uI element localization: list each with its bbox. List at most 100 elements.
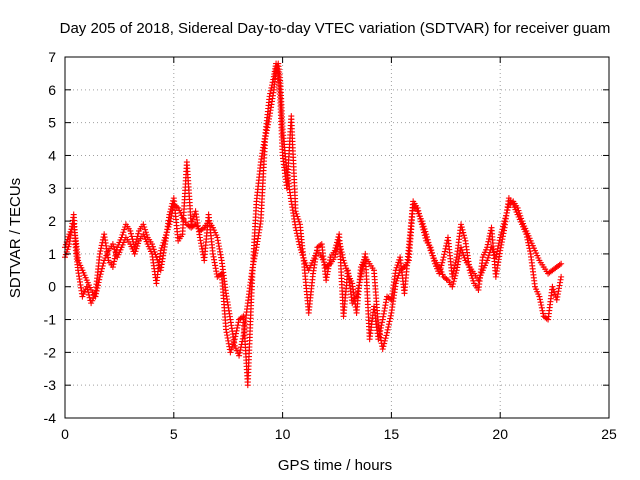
y-tick-label: 3: [48, 180, 56, 196]
chart-title: Day 205 of 2018, Sidereal Day-to-day VTE…: [60, 20, 611, 37]
data-point: [188, 221, 195, 228]
data-point: [331, 247, 338, 254]
data-point: [236, 349, 243, 356]
data-point: [150, 246, 157, 253]
data-point: [381, 340, 388, 347]
data-point: [154, 256, 161, 263]
data-point: [132, 241, 139, 248]
data-point: [484, 241, 491, 248]
data-point: [166, 211, 173, 218]
data-point: [140, 221, 147, 228]
data-point: [550, 286, 557, 293]
data-point: [379, 346, 386, 353]
data-point: [450, 280, 457, 287]
x-tick-label: 5: [170, 426, 178, 442]
data-point: [453, 257, 460, 264]
data-point: [461, 254, 468, 261]
x-tick-label: 20: [492, 426, 508, 442]
data-point: [523, 234, 530, 241]
data-point: [524, 236, 531, 243]
data-point: [551, 288, 558, 295]
data-point: [269, 82, 276, 89]
data-point: [430, 255, 437, 262]
data-point: [112, 252, 119, 259]
data-point: [523, 231, 530, 238]
data-point: [153, 254, 160, 261]
data-point: [189, 216, 196, 223]
data-point: [120, 229, 127, 236]
x-tick-label: 10: [275, 426, 291, 442]
y-tick-label: -1: [44, 312, 57, 328]
data-point: [110, 261, 117, 268]
data-point: [98, 245, 105, 252]
data-point: [414, 204, 421, 211]
data-point: [384, 326, 391, 333]
data-point: [113, 247, 120, 254]
data-point: [416, 213, 423, 220]
data-point: [133, 236, 140, 243]
data-point: [421, 232, 428, 239]
y-tick-label: -3: [44, 377, 57, 393]
data-point: [65, 243, 72, 250]
data-point: [83, 283, 90, 290]
x-tick-label: 25: [601, 426, 617, 442]
data-point: [449, 283, 456, 290]
data-point: [466, 267, 473, 274]
data-point: [294, 213, 301, 220]
data-point: [449, 273, 456, 280]
data-point: [381, 337, 388, 344]
data-point: [459, 226, 466, 233]
data-point: [538, 302, 545, 309]
data-point: [109, 241, 116, 248]
data-point: [128, 233, 135, 240]
data-point: [549, 283, 556, 290]
data-point: [427, 244, 434, 251]
x-axis-label: GPS time / hours: [278, 457, 392, 474]
data-point: [450, 268, 457, 275]
data-point: [417, 215, 424, 222]
data-point: [131, 244, 138, 251]
data-point: [97, 248, 104, 255]
data-point: [382, 335, 389, 342]
y-tick-label: 2: [48, 213, 56, 229]
data-point: [537, 299, 544, 306]
data-point: [539, 307, 546, 314]
data-point: [62, 251, 69, 258]
data-point: [558, 260, 565, 267]
data-point: [133, 238, 140, 245]
data-point: [421, 229, 428, 236]
data-point: [470, 277, 477, 284]
data-point: [540, 310, 547, 317]
data-point: [64, 246, 71, 253]
data-point: [439, 259, 446, 266]
data-point: [354, 290, 361, 297]
data-series: [62, 60, 565, 389]
data-point: [394, 262, 401, 269]
data-point: [167, 208, 174, 215]
data-point: [233, 327, 240, 334]
data-point: [385, 321, 392, 328]
data-point: [237, 347, 244, 354]
data-point: [355, 285, 362, 292]
data-point: [167, 206, 174, 213]
data-point: [420, 226, 427, 233]
data-point: [418, 218, 425, 225]
data-point: [385, 324, 392, 331]
data-point: [85, 291, 92, 298]
data-point: [292, 208, 299, 215]
data-point: [267, 87, 274, 94]
data-point: [152, 251, 159, 258]
data-point: [377, 324, 384, 331]
data-point: [393, 264, 400, 271]
data-point: [415, 207, 422, 214]
data-point: [380, 343, 387, 350]
y-tick-label: 4: [48, 147, 56, 163]
y-tick-label: 0: [48, 279, 56, 295]
data-point: [357, 276, 364, 283]
data-point: [485, 252, 492, 259]
data-point: [229, 344, 236, 351]
data-point: [460, 229, 467, 236]
data-point: [442, 245, 449, 252]
data-point: [354, 287, 361, 294]
x-tick-label: 0: [61, 426, 69, 442]
